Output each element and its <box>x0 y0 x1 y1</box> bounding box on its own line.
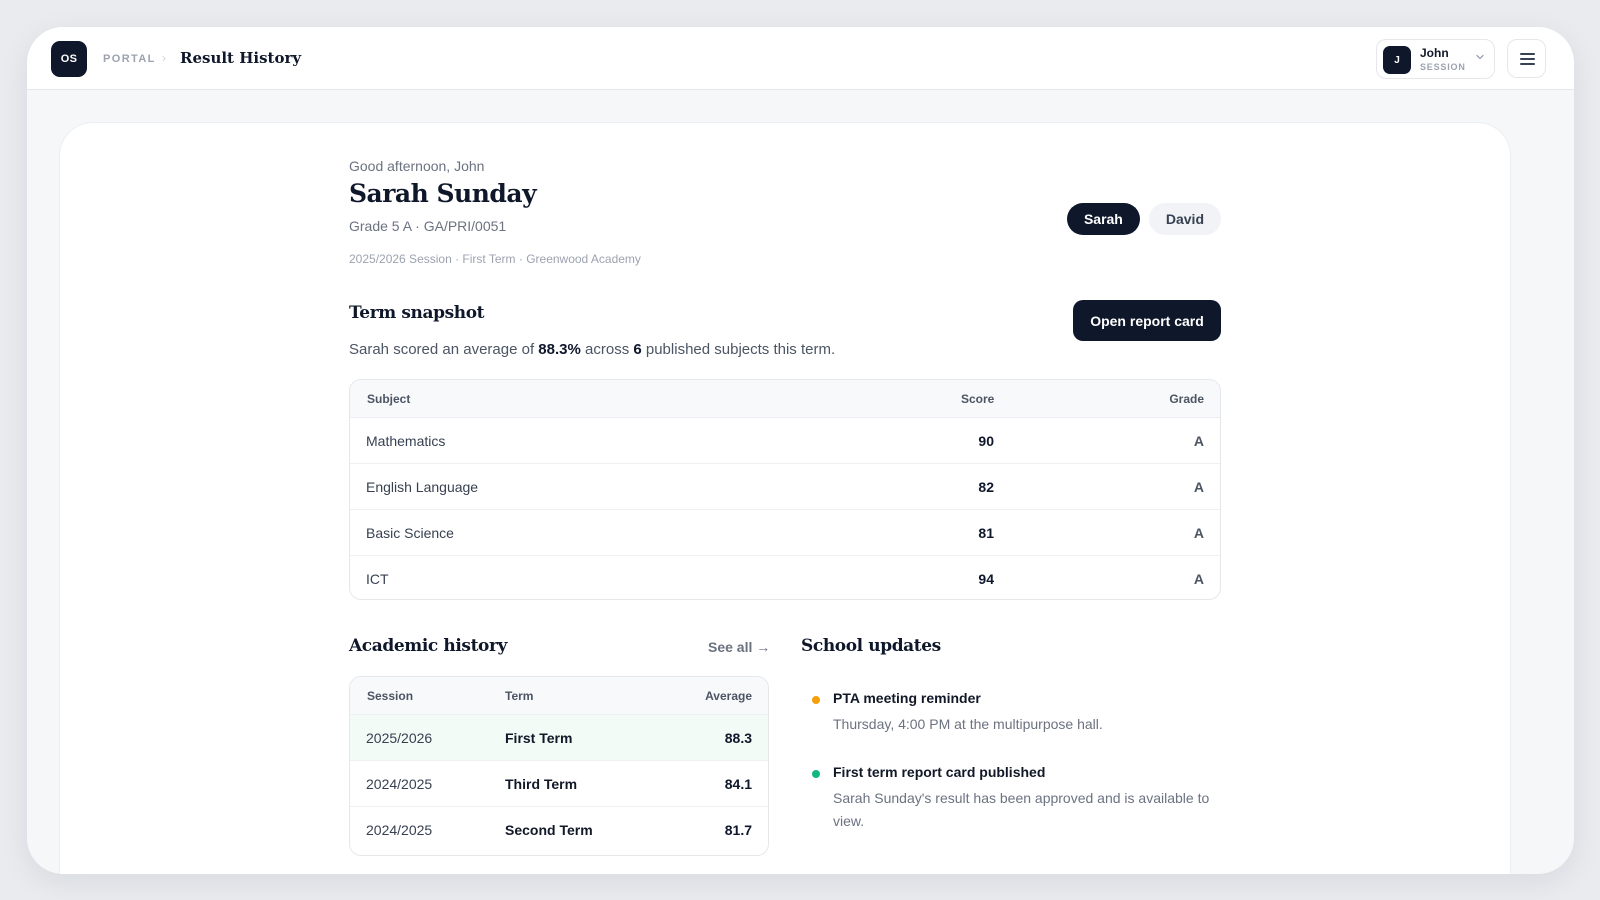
column-header-session: Session <box>367 689 414 703</box>
history-table: Session Term Average 2025/2026 First Ter… <box>349 676 769 856</box>
subject-name: ICT <box>366 571 389 587</box>
subject-grade: A <box>1193 479 1204 495</box>
greeting: Good afternoon, John <box>349 158 485 174</box>
history-term: Third Term <box>505 776 578 792</box>
subject-score: 94 <box>978 571 994 587</box>
student-name: Sarah Sunday <box>349 179 537 208</box>
column-header-average: Average <box>705 689 752 703</box>
table-row[interactable]: 2024/2025 Second Term 81.7 <box>350 807 768 853</box>
subjects-table: Subject Score Grade Mathematics 90 A Eng… <box>349 379 1221 600</box>
hamburger-menu-button[interactable] <box>1507 39 1546 78</box>
school-updates-title: School updates <box>801 636 941 656</box>
history-session: 2024/2025 <box>366 822 433 838</box>
main-card: Good afternoon, John Sarah Sunday Grade … <box>59 122 1511 874</box>
table-row[interactable]: Basic Science 81 A <box>350 510 1220 556</box>
column-header-term: Term <box>505 689 534 703</box>
chevron-down-icon <box>1476 54 1484 60</box>
app-logo[interactable]: OS <box>51 41 87 77</box>
subject-name: Basic Science <box>366 525 454 541</box>
user-role: SESSION <box>1420 62 1466 72</box>
table-row[interactable]: 2025/2026 First Term 88.3 <box>350 715 768 761</box>
column-header-subject: Subject <box>367 392 411 406</box>
student-class-info: Grade 5 A · GA/PRI/0051 <box>349 218 507 234</box>
table-row[interactable]: ICT 94 A <box>350 556 1220 599</box>
subject-score: 90 <box>978 433 994 449</box>
table-row[interactable]: English Language 82 A <box>350 464 1220 510</box>
subject-grade: A <box>1193 525 1204 541</box>
status-dot-icon <box>812 696 820 704</box>
history-term: Second Term <box>505 822 593 838</box>
update-body: Sarah Sunday's result has been approved … <box>833 790 1210 829</box>
academic-history-title: Academic history <box>349 636 507 656</box>
subject-grade: A <box>1193 571 1204 587</box>
table-row[interactable]: Mathematics 90 A <box>350 418 1220 464</box>
term-snapshot-title: Term snapshot <box>349 303 485 323</box>
app-window: OS PORTAL › Result History J John SESSIO… <box>27 27 1574 874</box>
avatar: J <box>1383 46 1411 74</box>
table-header: Session Term Average <box>350 677 768 715</box>
page-title: Result History <box>180 49 302 67</box>
subject-score: 81 <box>978 525 994 541</box>
user-menu-button[interactable]: J John SESSION <box>1376 39 1495 79</box>
average-value: 88.3% <box>538 341 581 358</box>
history-session: 2024/2025 <box>366 776 433 792</box>
child-tab-sarah[interactable]: Sarah <box>1066 203 1140 235</box>
user-name: John <box>1420 46 1449 60</box>
column-header-grade: Grade <box>1169 392 1204 406</box>
subject-score: 82 <box>978 479 994 495</box>
update-body: Thursday, 4:00 PM at the multipurpose ha… <box>833 716 1103 732</box>
session-info: 2025/2026 Session · First Term · Greenwo… <box>349 252 641 266</box>
breadcrumb-separator-icon: › <box>162 51 166 65</box>
subject-grade: A <box>1193 433 1204 449</box>
subject-count: 6 <box>633 341 642 358</box>
open-report-card-button[interactable]: Open report card <box>1073 300 1221 341</box>
update-title: PTA meeting reminder <box>833 690 981 706</box>
table-header: Subject Score Grade <box>350 380 1220 418</box>
summary-text: across <box>580 341 634 358</box>
status-dot-icon <box>812 770 820 778</box>
summary-text: Sarah scored an average of <box>349 341 539 358</box>
column-header-score: Score <box>961 392 995 406</box>
history-average: 81.7 <box>724 822 752 838</box>
subject-name: Mathematics <box>366 433 446 449</box>
history-average: 88.3 <box>724 730 752 746</box>
subject-name: English Language <box>366 479 479 495</box>
update-title: First term report card published <box>833 764 1046 780</box>
child-switcher: Sarah David <box>1066 203 1221 235</box>
summary-text: published subjects this term. <box>641 341 836 358</box>
history-average: 84.1 <box>724 776 752 792</box>
history-term: First Term <box>505 730 573 746</box>
child-tab-david[interactable]: David <box>1148 203 1221 235</box>
history-session: 2025/2026 <box>366 730 433 746</box>
table-row[interactable]: 2024/2025 Third Term 84.1 <box>350 761 768 807</box>
breadcrumb-portal[interactable]: PORTAL <box>103 53 156 65</box>
term-summary: Sarah scored an average of 88.3% across … <box>349 341 835 358</box>
see-all-link[interactable]: See all → <box>708 639 771 655</box>
top-bar: OS PORTAL › Result History J John SESSIO… <box>27 27 1574 90</box>
